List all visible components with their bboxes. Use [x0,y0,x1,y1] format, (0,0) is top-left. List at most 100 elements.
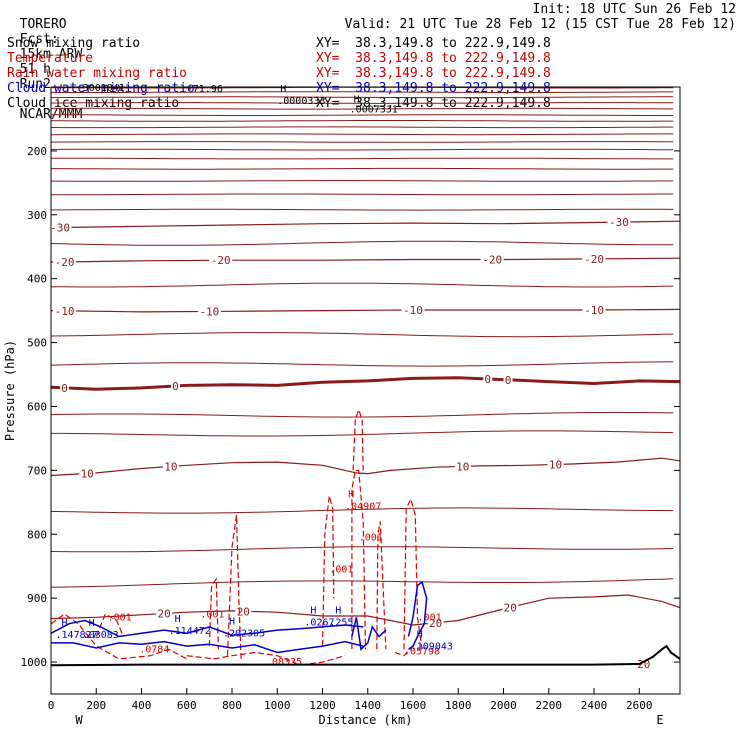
isotherm-label-bg [197,305,221,317]
isotherm-line-upper [51,148,674,151]
rain-contour-label: .001 [108,613,132,624]
y-tick-label: 700 [27,464,47,477]
init-time: Init: 18 UTC Sun 26 Feb 12 [532,2,737,17]
cloud-water-contour [51,640,364,654]
y-tick-label: 300 [27,209,47,222]
x-tick-label: 400 [132,699,152,712]
isotherm-label: 20 [429,617,442,630]
x-tick-label: 2600 [626,699,653,712]
isotherm-label-bg [401,303,425,315]
isotherm-label: -10 [55,305,75,318]
cloud-water-max-value: .03083 [83,630,119,641]
isotherm-line-upper [50,141,674,143]
x-tick-label: 2000 [490,699,517,712]
isotherm-line-upper [50,91,674,93]
x-tick-label: 1800 [445,699,472,712]
isotherm-label: 10 [81,467,94,480]
cloud-water-max-h: H [89,618,95,629]
rain-contour-label: .001 [200,609,224,620]
west-label: W [75,713,83,727]
legend-snow-xy: XY= 38.3,149.8 to 222.9,149.8 [316,36,551,51]
isotherm-label: 0 [172,380,179,393]
isotherm-label: 10 [164,460,177,473]
cloud-water-max-value: .114472 [169,626,211,637]
isotherm-label-bg [235,605,252,617]
isotherm-label: -20 [211,254,231,267]
isotherm-label-bg [607,216,631,228]
y-tick-label: 200 [27,145,47,158]
isotherm-line [50,546,674,553]
cloud-water-max-h: H [62,618,68,629]
rain-contour-label: .001 [418,613,442,624]
isotherm-label: 20 [504,601,517,614]
isotherm-label-bg [427,616,444,628]
isotherm-label: -20 [55,256,75,269]
model-name: TORERO [19,17,67,32]
top-max-value: 3001041 [83,83,125,94]
rain-contour [321,495,335,647]
isotherm-label-bg [582,252,606,264]
rain-contour [376,521,387,650]
isotherm-label-bg [503,373,513,385]
x-tick-label: 2400 [581,699,608,712]
isotherm-label: 0 [61,382,68,395]
x-tick-label: 1200 [309,699,336,712]
isotherm-line [50,282,674,288]
y-tick-label: 500 [27,337,47,350]
resolution: 15km ARW [19,47,83,62]
isotherm-line-upper [51,208,674,211]
isotherm-line [50,332,674,338]
top-max-value: -71.96 [187,84,223,95]
isotherm-line [50,411,674,418]
y-tick-label: 400 [27,273,47,286]
isotherm-line-upper [51,167,674,170]
ground-line [50,644,681,667]
forecast-label: Fcst: [19,32,59,47]
isotherm--10 [50,308,681,313]
isotherm-label: 0 [484,373,491,386]
isotherm-label: -10 [584,304,604,317]
y-tick-label: 900 [27,592,47,605]
isotherm-label-bg [156,607,173,619]
cloud-water-contour [50,619,364,638]
isotherm-line [50,361,674,367]
x-tick-label: 1400 [355,699,382,712]
x-tick-label: 2200 [536,699,563,712]
plot-frame [50,86,681,695]
top-max-h: H [354,95,360,106]
rain-contour [186,651,346,666]
rain-max-value: .0000333 [277,96,325,107]
isotherm-label-bg [48,221,72,233]
isotherm-label: 20 [237,605,250,618]
isotherm-label-bg [53,255,77,267]
isotherm-label-bg [454,460,471,472]
isotherm-line [50,240,674,246]
isotherm-label: -10 [403,304,423,317]
top-max-value: .0007331 [350,105,398,116]
isotherm-line-upper [51,157,674,160]
isotherm-line [50,578,674,588]
isotherm-line-upper [50,96,674,99]
x-axis-title: Distance (km) [319,713,413,727]
isotherm-label: -30 [609,216,629,229]
isotherm-label-bg [209,254,233,266]
isotherm-label: -30 [50,221,70,234]
isotherm-label: 10 [549,458,562,471]
isotherm-label-bg [483,372,493,384]
isotherm-line-upper [50,133,674,136]
rain-max-h: H [348,490,354,501]
isotherm-label-bg [480,253,504,265]
cloud-water-contour [407,580,428,650]
isotherm-label: -20 [584,253,604,266]
rain-contour-label: .001 [329,565,353,576]
x-tick-label: 200 [86,699,106,712]
valid-time: Valid: 21 UTC Tue 28 Feb 12 (15 CST Tue … [344,17,736,32]
x-tick-label: 600 [177,699,197,712]
y-tick-label: 600 [27,400,47,413]
legend-rain-xy: XY= 38.3,149.8 to 222.9,149.8 [316,66,551,81]
legend-cloud-ice-label: Cloud ice mixing ratio [7,96,180,111]
rain-max-value: .04907 [345,502,381,513]
run-label: Run2 [19,77,51,92]
cloud-water-max-h: H [417,629,423,640]
cloud-water-max-value: .255 [329,618,353,629]
